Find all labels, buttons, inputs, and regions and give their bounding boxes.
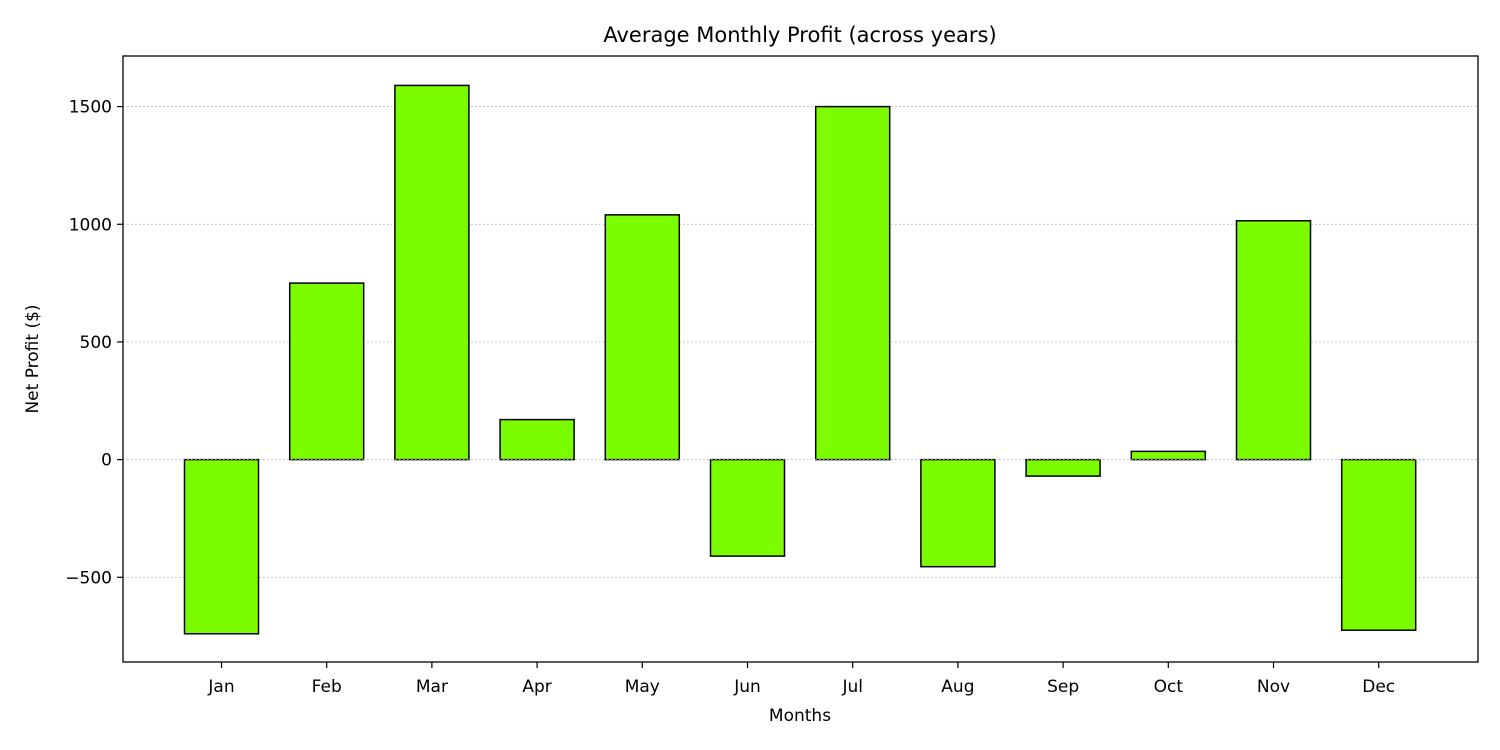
y-axis-label: Net Profit ($)	[23, 304, 43, 413]
y-tick-label: −500	[65, 568, 112, 588]
bar-aug	[920, 458, 996, 568]
x-axis-ticks: Jan Feb Mar Apr May Jun Jul Aug Sep Oct Nov Dec	[207, 662, 1395, 697]
y-tick-label: 1500	[69, 98, 112, 118]
x-tick-label: Aug	[941, 677, 974, 697]
y-tick-label: 500	[80, 333, 112, 353]
bar-apr	[499, 418, 575, 461]
bar-jan	[183, 458, 260, 635]
y-axis-ticks: −500 0 500 1000 1500	[65, 98, 123, 588]
x-tick-label: Jan	[207, 677, 234, 697]
x-tick-label: Feb	[312, 677, 342, 697]
chart-title: Average Monthly Profit (across years)	[603, 23, 996, 47]
bar-jun	[709, 458, 786, 557]
x-axis-label: Months	[769, 706, 831, 726]
x-tick-label: Oct	[1154, 677, 1184, 697]
x-tick-label: Apr	[522, 677, 551, 697]
bar-feb	[288, 282, 365, 461]
bar-dec	[1340, 458, 1417, 631]
bar-jul	[814, 105, 891, 461]
plot-frame	[122, 55, 1479, 663]
bar-mar	[394, 84, 470, 461]
x-tick-label: Jul	[841, 677, 863, 697]
x-tick-label: Dec	[1362, 677, 1395, 697]
x-tick-label: Sep	[1047, 677, 1079, 697]
x-tick-label: Jun	[733, 677, 761, 697]
x-tick-label: Mar	[416, 677, 448, 697]
x-tick-label: May	[625, 677, 660, 697]
bar-oct	[1130, 450, 1207, 461]
y-tick-label: 1000	[69, 215, 112, 235]
bars	[123, 84, 1478, 635]
bar-sep	[1025, 458, 1101, 477]
y-tick-label: 0	[101, 451, 112, 471]
bar-may	[604, 214, 681, 461]
bar-nov	[1235, 219, 1312, 461]
x-tick-label: Nov	[1257, 677, 1290, 697]
